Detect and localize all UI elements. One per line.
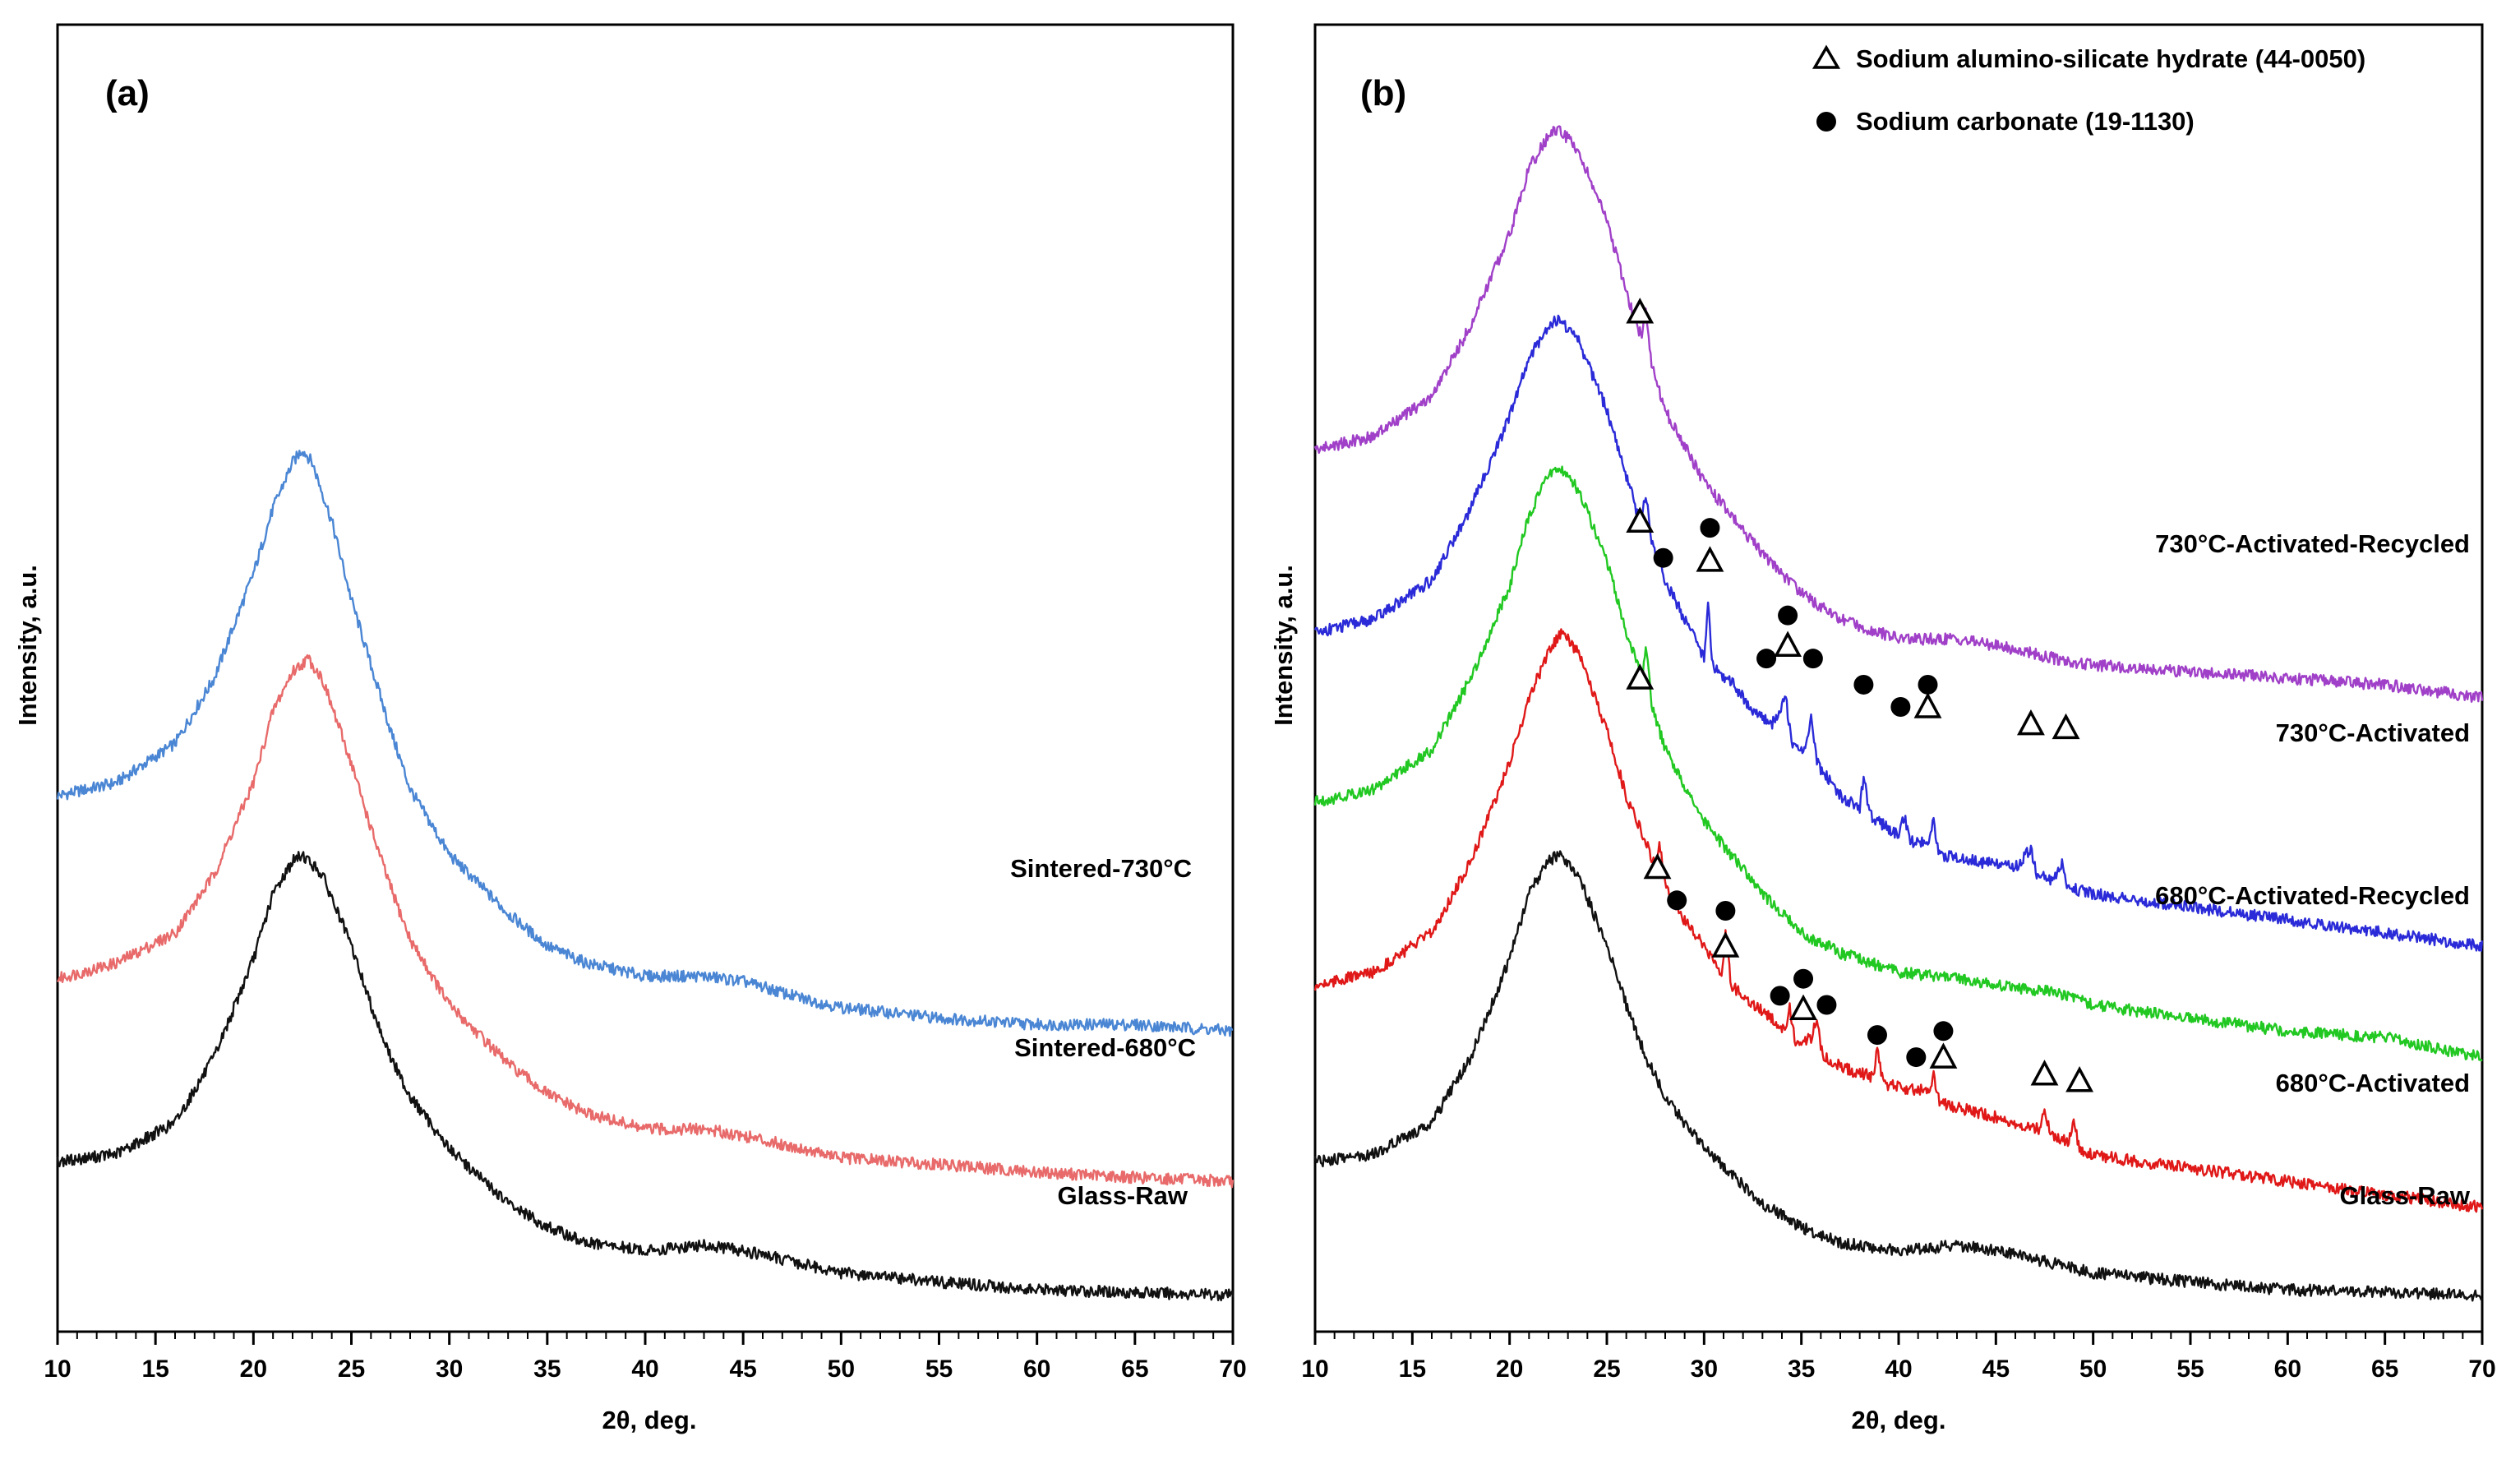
x-tick-label: 15 — [1399, 1355, 1426, 1383]
x-tick-label: 60 — [2274, 1355, 2301, 1383]
x-tick-label: 30 — [1691, 1355, 1718, 1383]
sodium-carbonate-marker — [1890, 696, 1911, 717]
curve-label-glass-raw: Glass-Raw — [1057, 1181, 1188, 1210]
sodium-carbonate-marker — [1802, 649, 1823, 669]
sodium-carbonate-marker — [1667, 890, 1687, 911]
x-tick-label: 60 — [1023, 1355, 1050, 1383]
x-axis-ticks: 10 15 20 25 30 35 40 45 50 55 60 65 70 — [1301, 1332, 2496, 1383]
x-tick-label: 55 — [2176, 1355, 2204, 1383]
series-line-glass-raw — [56, 851, 1235, 1302]
x-tick-label: 55 — [925, 1355, 953, 1383]
x-axis-title: 2θ, deg. — [1852, 1406, 1946, 1434]
x-tick-label: 30 — [436, 1355, 463, 1383]
silicate-hydrate-marker — [1626, 298, 1655, 324]
x-tick-label: 35 — [533, 1355, 561, 1383]
x-tick-label: 25 — [1593, 1355, 1620, 1383]
x-tick-label: 20 — [240, 1355, 267, 1383]
sodium-carbonate-marker — [1700, 518, 1720, 538]
silicate-hydrate-marker — [1696, 546, 1724, 572]
x-tick-label: 10 — [44, 1355, 71, 1383]
silicate-hydrate-marker — [1643, 852, 1672, 880]
x-tick-label: 20 — [1496, 1355, 1523, 1383]
x-tick-label: 70 — [1219, 1355, 1246, 1383]
curve-label-glass-raw: Glass-Raw — [2339, 1181, 2470, 1210]
legend-circle-icon — [1816, 112, 1836, 132]
sodium-carbonate-marker — [1770, 986, 1790, 1006]
silicate-hydrate-marker — [1789, 994, 1817, 1021]
x-tick-label: 35 — [1788, 1355, 1815, 1383]
x-tick-label: 25 — [338, 1355, 365, 1383]
sodium-carbonate-marker — [1715, 901, 1736, 921]
curve-label-730-activated-recycled: 730°C-Activated-Recycled — [2155, 529, 2470, 558]
silicate-hydrate-marker — [1929, 1042, 1958, 1069]
silicate-hydrate-marker — [1711, 931, 1740, 958]
series-line-680c-activated — [1313, 628, 2484, 1213]
curve-label-730-activated: 730°C-Activated — [2276, 718, 2470, 747]
sodium-carbonate-marker — [1816, 995, 1837, 1015]
series-line-730c-activated — [1313, 314, 2484, 952]
series-line-730c-activated-recycled — [1313, 125, 2484, 703]
silicate-hydrate-marker — [2017, 709, 2045, 736]
x-tick-label: 50 — [828, 1355, 855, 1383]
phase-markers — [1626, 298, 2094, 1092]
x-tick-label: 45 — [729, 1355, 756, 1383]
sodium-carbonate-marker — [1933, 1021, 1954, 1041]
sodium-carbonate-marker — [1918, 674, 1938, 695]
y-axis-title: Intensity, a.u. — [1269, 565, 1298, 726]
curve-label-sintered-680: Sintered-680°C — [1014, 1033, 1196, 1062]
panel-a: 10 15 20 25 30 35 40 45 50 55 60 65 70 (a) 2θ, deg. … — [13, 23, 1247, 1434]
sodium-carbonate-marker — [1778, 605, 1798, 626]
y-axis-title: Intensity, a.u. — [13, 565, 42, 726]
silicate-hydrate-marker — [2052, 713, 2080, 740]
sodium-carbonate-marker — [1756, 649, 1777, 669]
x-tick-label: 40 — [631, 1355, 658, 1383]
silicate-hydrate-marker — [1626, 506, 1655, 533]
sodium-carbonate-marker — [1906, 1047, 1927, 1068]
sodium-carbonate-marker — [1653, 547, 1673, 568]
legend: Sodium alumino-silicate hydrate (44-0050… — [1812, 44, 2365, 136]
panel-b: 10 15 20 25 30 35 40 45 50 55 60 65 70 (b) 2θ, deg. … — [1269, 23, 2496, 1434]
legend-triangle-icon — [1812, 44, 1841, 69]
legend-label-carbonate: Sodium carbonate (19-1130) — [1856, 107, 2195, 136]
curve-label-680-activated-recycled: 680°C-Activated-Recycled — [2155, 881, 2470, 910]
series-group — [56, 450, 1235, 1302]
series-line-680c-activated-recycled — [1313, 465, 2483, 1062]
curve-label-sintered-730: Sintered-730°C — [1010, 854, 1192, 883]
curve-label-680-activated: 680°C-Activated — [2276, 1069, 2470, 1097]
sodium-carbonate-marker — [1793, 968, 1814, 989]
x-axis-ticks: 10 15 20 25 30 35 40 45 50 55 60 65 70 — [44, 1332, 1247, 1383]
x-tick-label: 65 — [2371, 1355, 2398, 1383]
x-axis-title: 2θ, deg. — [602, 1406, 697, 1434]
panel-label: (a) — [105, 73, 150, 113]
series-line-glass-raw — [1313, 850, 2483, 1302]
x-tick-label: 15 — [141, 1355, 168, 1383]
legend-label-silicate: Sodium alumino-silicate hydrate (44-0050… — [1856, 44, 2365, 73]
series-group — [1313, 125, 2484, 1302]
series-line-sintered-680c — [57, 653, 1235, 1189]
x-tick-label: 50 — [2079, 1355, 2107, 1383]
silicate-hydrate-marker — [1774, 630, 1802, 657]
x-tick-label: 65 — [1121, 1355, 1148, 1383]
x-tick-label: 40 — [1885, 1355, 1912, 1383]
series-line-sintered-730c — [56, 450, 1234, 1037]
silicate-hydrate-marker — [2030, 1060, 2059, 1086]
sodium-carbonate-marker — [1853, 674, 1874, 695]
sodium-carbonate-marker — [1867, 1025, 1887, 1046]
x-tick-label: 70 — [2468, 1355, 2495, 1383]
x-tick-label: 10 — [1301, 1355, 1328, 1383]
silicate-hydrate-marker — [2065, 1066, 2094, 1092]
x-tick-label: 45 — [1982, 1355, 2010, 1383]
panel-label: (b) — [1360, 73, 1406, 113]
silicate-hydrate-marker — [1626, 663, 1655, 690]
silicate-hydrate-marker — [1913, 692, 1942, 718]
